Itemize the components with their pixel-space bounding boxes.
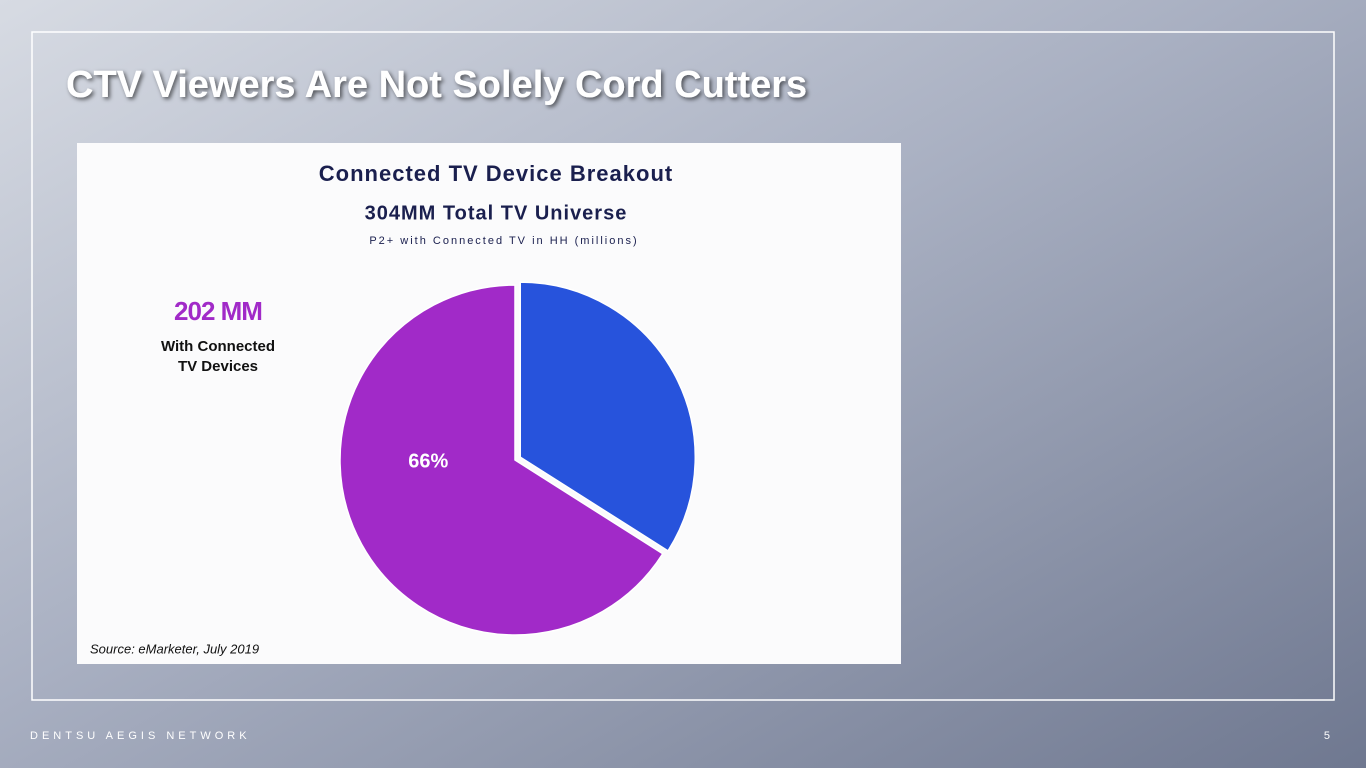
footer: DENTSU AEGIS NETWORK [30, 730, 251, 742]
frame [31, 31, 1335, 701]
annotation-line: With Connected [161, 338, 275, 355]
chart-title: Connected TV Device Breakout [319, 161, 673, 186]
annotation-line: TV Devices [178, 358, 258, 375]
slice-label: 66% [408, 450, 448, 472]
chart-caption: P2+ with Connected TV in HH (millions) [369, 235, 638, 247]
page-number: 5 [1324, 730, 1330, 742]
pie-slice [519, 281, 697, 552]
slide-title: CTV Viewers Are Not Solely Cord Cutters [66, 64, 807, 106]
pie-slice [339, 284, 664, 636]
source: Source: eMarketer, July 2019 [90, 641, 259, 656]
annotation-headline: 202 MM [174, 296, 262, 326]
chart-subtitle: 304MM Total TV Universe [365, 202, 628, 224]
